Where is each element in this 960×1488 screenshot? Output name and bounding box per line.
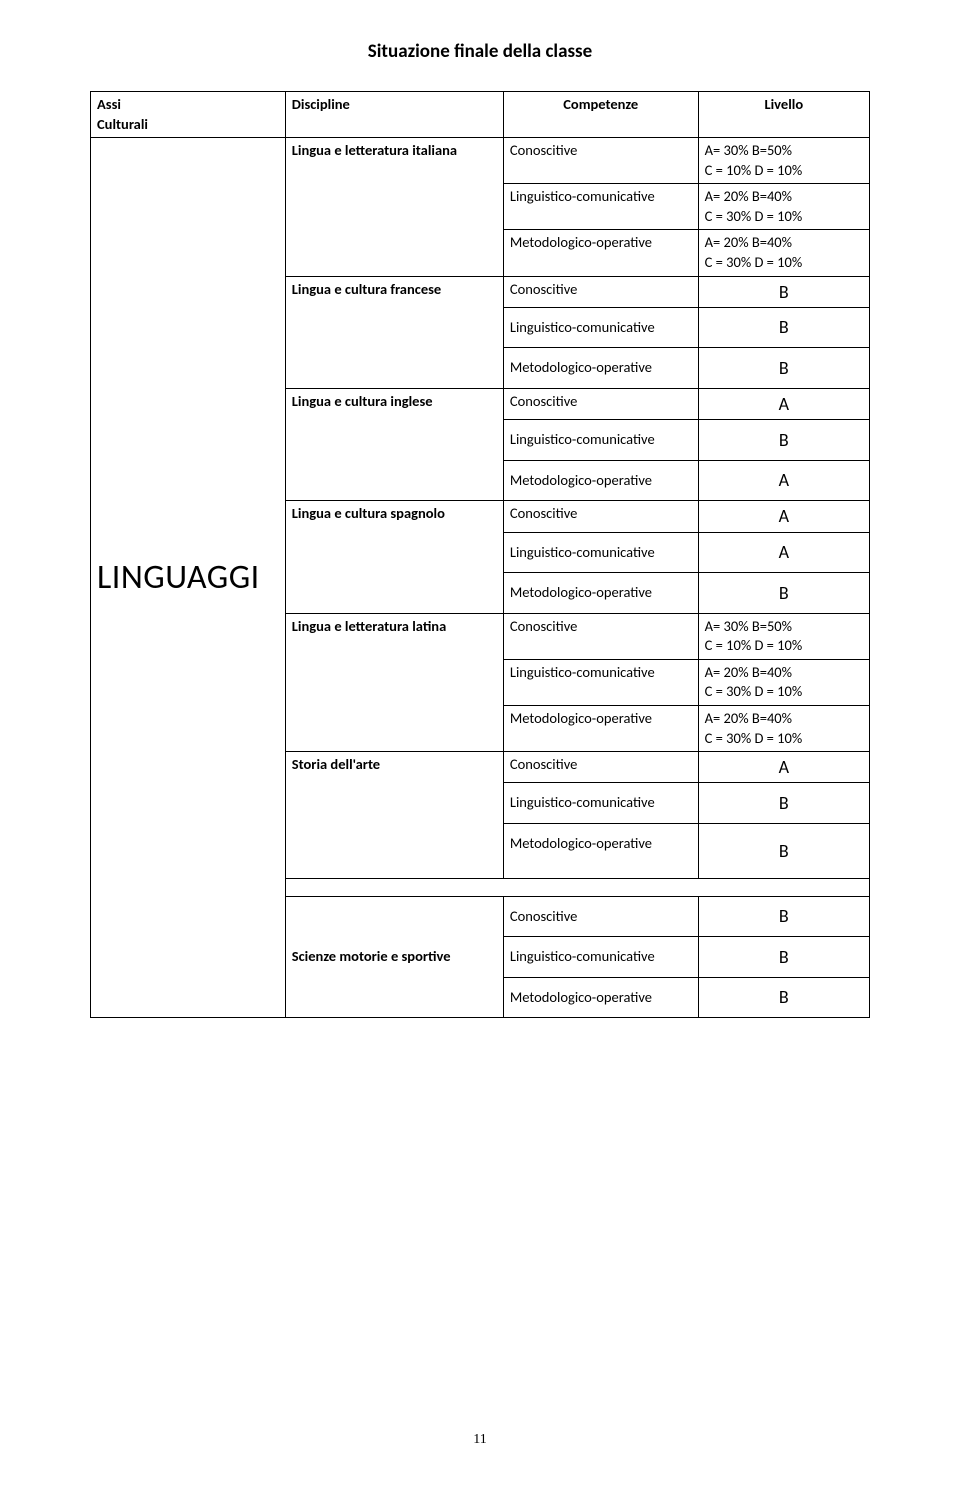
comp-cell: Metodologico-operative [503,706,698,752]
comp-cell: Conoscitive [503,388,698,419]
comp-cell: Conoscitive [503,501,698,532]
level-cell: B [698,276,869,307]
comp-cell: Conoscitive [503,276,698,307]
comp-cell: Conoscitive [503,138,698,184]
comp-cell: Conoscitive [503,896,698,937]
comp-cell: Linguistico-comunicative [503,532,698,573]
level-cell: A= 20% B=40% C = 30% D = 10% [698,184,869,230]
discipline-cell: Lingua e cultura inglese [285,388,503,500]
comp-cell: Metodologico-operative [503,460,698,501]
level-cell: B [698,420,869,461]
level-cell: A [698,388,869,419]
level-cell: B [698,824,869,879]
level-cell: B [698,348,869,389]
level-cell: A= 30% B=50% C = 10% D = 10% [698,138,869,184]
discipline-cell: Lingua e letteratura latina [285,613,503,751]
level-cell: B [698,573,869,614]
level-cell: B [698,977,869,1018]
discipline-cell: Lingua e cultura francese [285,276,503,388]
discipline-cell: Lingua e letteratura italiana [285,138,503,276]
level-cell: A [698,752,869,783]
level-cell: B [698,937,869,978]
comp-cell: Conoscitive [503,752,698,783]
comp-cell: Linguistico-comunicative [503,420,698,461]
discipline-cell: Lingua e cultura spagnolo [285,501,503,613]
page-number: 11 [0,1432,960,1448]
table-header-row: Assi Culturali Discipline Competenze Liv… [91,92,870,138]
comp-cell: Linguistico-comunicative [503,184,698,230]
header-livello: Livello [698,92,869,138]
level-cell: A [698,460,869,501]
header-assi: Assi Culturali [91,92,286,138]
level-cell: A= 20% B=40% C = 30% D = 10% [698,659,869,705]
comp-cell: Linguistico-comunicative [503,307,698,348]
comp-cell: Linguistico-comunicative [503,659,698,705]
comp-cell: Metodologico-operative [503,824,698,879]
level-cell: A= 20% B=40% C = 30% D = 10% [698,706,869,752]
level-cell: A= 30% B=50% C = 10% D = 10% [698,613,869,659]
comp-cell: Metodologico-operative [503,348,698,389]
header-discipline: Discipline [285,92,503,138]
comp-cell: Metodologico-operative [503,230,698,276]
level-cell: A= 20% B=40% C = 30% D = 10% [698,230,869,276]
assi-label: LINGUAGGI [91,138,286,1018]
main-table: Assi Culturali Discipline Competenze Liv… [90,91,870,1018]
table-row: LINGUAGGI Lingua e letteratura italiana … [91,138,870,184]
discipline-cell: Storia dell'arte [285,752,503,878]
comp-cell: Metodologico-operative [503,573,698,614]
level-cell: B [698,307,869,348]
header-competenze: Competenze [503,92,698,138]
level-cell: A [698,501,869,532]
level-cell: B [698,896,869,937]
page-title: Situazione finale della classe [90,40,870,63]
comp-cell: Linguistico-comunicative [503,937,698,978]
level-cell: B [698,783,869,824]
comp-cell: Linguistico-comunicative [503,783,698,824]
document-page: Situazione finale della classe Assi Cult… [0,0,960,1018]
discipline-cell: Scienze motorie e sportive [285,896,503,1018]
comp-cell: Metodologico-operative [503,977,698,1018]
comp-cell: Conoscitive [503,613,698,659]
level-cell: A [698,532,869,573]
